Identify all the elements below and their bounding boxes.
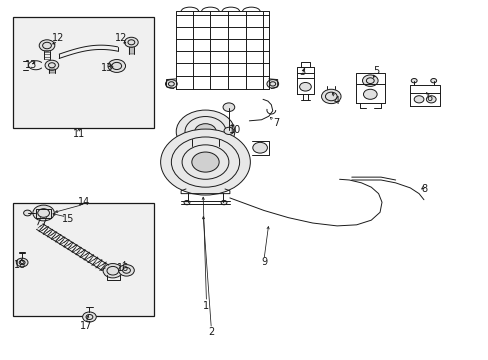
Circle shape: [221, 201, 226, 205]
Text: 12: 12: [52, 33, 64, 43]
Circle shape: [266, 80, 278, 88]
Bar: [13, 203, 154, 316]
Circle shape: [119, 265, 134, 276]
Circle shape: [363, 89, 376, 99]
Circle shape: [183, 201, 189, 205]
Text: 12: 12: [115, 33, 127, 43]
Text: 13: 13: [25, 60, 37, 70]
Text: 4: 4: [332, 96, 339, 106]
Text: 7: 7: [272, 118, 279, 128]
Text: 13: 13: [101, 63, 113, 73]
Text: 1: 1: [203, 301, 209, 311]
Text: 16: 16: [117, 263, 129, 273]
Circle shape: [191, 152, 219, 172]
Circle shape: [299, 82, 311, 91]
Circle shape: [413, 96, 423, 103]
Circle shape: [23, 210, 31, 216]
Circle shape: [124, 37, 138, 47]
Text: 6: 6: [426, 93, 432, 103]
Text: 17: 17: [80, 321, 92, 331]
Circle shape: [224, 127, 233, 134]
Text: 9: 9: [261, 257, 266, 267]
Text: 8: 8: [421, 184, 427, 194]
Bar: [13, 17, 154, 128]
Circle shape: [410, 78, 416, 83]
Circle shape: [82, 312, 96, 322]
Text: 5: 5: [372, 66, 379, 76]
Circle shape: [33, 205, 54, 221]
Circle shape: [321, 89, 340, 104]
Circle shape: [165, 80, 177, 88]
Circle shape: [223, 103, 234, 112]
Circle shape: [103, 264, 122, 278]
Circle shape: [176, 110, 234, 153]
Circle shape: [39, 40, 55, 51]
Text: 15: 15: [61, 215, 74, 224]
Text: 2: 2: [208, 327, 214, 337]
Text: 3: 3: [298, 67, 305, 77]
Circle shape: [426, 96, 435, 103]
Circle shape: [362, 75, 377, 86]
Circle shape: [16, 258, 28, 267]
Text: 14: 14: [77, 197, 89, 207]
Circle shape: [194, 124, 216, 139]
Text: 11: 11: [72, 129, 84, 139]
Text: 18: 18: [14, 260, 26, 270]
Text: 10: 10: [228, 125, 241, 135]
Circle shape: [160, 129, 250, 195]
Circle shape: [430, 78, 436, 83]
Circle shape: [252, 142, 267, 153]
Circle shape: [45, 60, 59, 70]
Circle shape: [108, 59, 125, 72]
